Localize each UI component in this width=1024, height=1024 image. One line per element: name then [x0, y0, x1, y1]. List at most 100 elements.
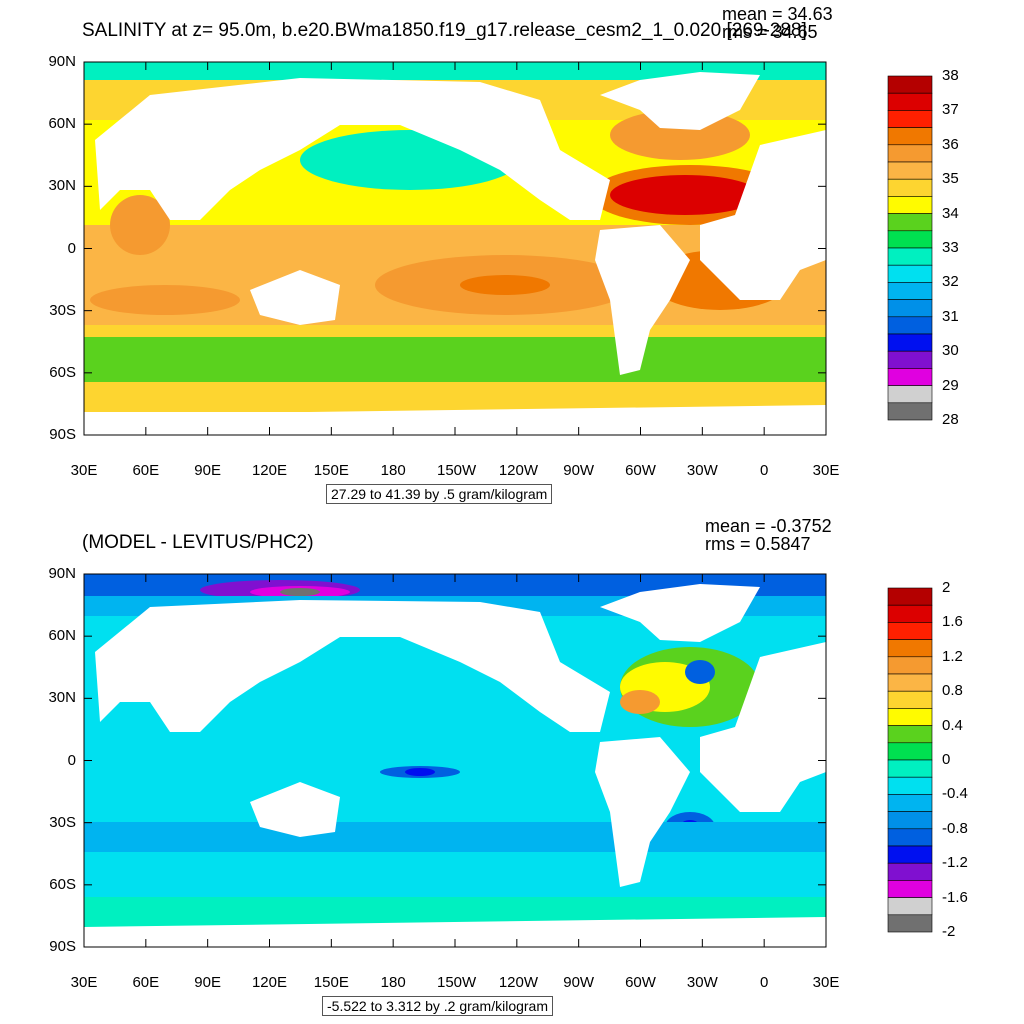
lon-label: 120E: [251, 974, 288, 991]
north-atlantic-salty: [610, 175, 760, 215]
lat-label: 90S: [49, 938, 76, 955]
colorbar-swatch: [887, 604, 933, 623]
lon-label: 90W: [563, 974, 595, 991]
salinity-field: [84, 62, 826, 435]
lat-label: 60N: [48, 627, 76, 645]
colorbar-swatch: [887, 725, 933, 744]
colorbar-swatch: [887, 299, 933, 318]
colorbar-label: -0.4: [942, 785, 968, 803]
colorbar-swatch: [887, 333, 933, 352]
lon-label: 0: [759, 974, 769, 991]
colorbar-swatch: [887, 708, 933, 726]
colorbar-swatch: [887, 794, 933, 812]
lon-label: 30E: [70, 462, 98, 479]
colorbar-label: -2: [942, 923, 956, 940]
difference-mean: mean = -0.3752: [705, 516, 832, 536]
arabian-sea: [110, 195, 170, 255]
colorbar-label: 0: [942, 751, 951, 768]
lon-label: 120W: [498, 462, 539, 479]
colorbar-label: 0.4: [942, 716, 963, 734]
lat-label: 60S: [49, 363, 76, 381]
colorbar-swatch: [887, 402, 933, 421]
lon-label: 150E: [313, 462, 349, 479]
colorbar-swatch: [887, 75, 933, 94]
salinity-map-svg: [83, 61, 933, 436]
lon-label: 120W: [498, 974, 539, 991]
colorbar-swatch: [887, 845, 933, 864]
colorbar-swatch: [887, 914, 933, 933]
colorbar-swatch: [887, 759, 933, 778]
colorbar-swatch: [887, 622, 933, 640]
lon-label: 60W: [625, 462, 656, 479]
lon-label: 30E: [812, 462, 840, 479]
lat-label: 60S: [49, 875, 76, 893]
lon-label: 180: [380, 974, 406, 991]
lat-label: 90S: [49, 426, 76, 443]
colorbar-swatch: [887, 178, 933, 197]
lon-label: 90E: [194, 462, 221, 479]
southern-ocean-band: [84, 337, 826, 382]
lat-label: 30N: [48, 689, 76, 707]
eurasia-north-america: [95, 78, 610, 220]
lat-label: 30S: [49, 813, 76, 831]
lat-label: 30N: [48, 177, 76, 195]
lon-label: 0: [759, 462, 769, 479]
salinity-range-box: 27.29 to 41.39 by .5 gram/kilogram: [326, 484, 553, 504]
lat-label: 0: [67, 751, 76, 769]
lon-label: 90W: [563, 462, 595, 479]
salinity-panel: SALINITY at z= 95.0m, b.e20.BWma1850.f19…: [48, 4, 959, 504]
lon-label: 30W: [686, 462, 718, 479]
lat-label: 60N: [48, 115, 76, 133]
difference-colorbar: [887, 587, 933, 933]
difference-title: (MODEL - LEVITUS/PHC2): [82, 532, 314, 553]
salinity-title: SALINITY at z= 95.0m, b.e20.BWma1850.f19…: [82, 20, 807, 41]
colorbar-swatch: [887, 92, 933, 111]
colorbar-label: 29: [942, 376, 959, 394]
australia: [250, 270, 340, 325]
lat-label: 90N: [48, 565, 76, 582]
lon-label: 60E: [132, 462, 160, 479]
colorbar-label: 31: [942, 307, 959, 325]
colorbar-swatch: [887, 897, 933, 916]
difference-panel: (MODEL - LEVITUS/PHC2) mean = -0.3752 rm…: [0, 512, 1024, 1024]
colorbar-swatch: [887, 673, 933, 692]
colorbar-swatch: [887, 742, 933, 761]
colorbar-swatch: [887, 862, 933, 881]
salinity-colorbar: [887, 75, 933, 421]
greenland: [600, 72, 760, 130]
lon-label: 30W: [686, 974, 718, 991]
difference-rms: rms = 0.5847: [705, 534, 811, 554]
colorbar-swatch: [887, 161, 933, 180]
salinity-rms: rms = 34.65: [722, 22, 818, 42]
colorbar-label: 32: [942, 273, 959, 291]
difference-range-box: -5.522 to 3.312 by .2 gram/kilogram: [322, 996, 554, 1016]
colorbar-label: 38: [942, 67, 959, 84]
south-america: [595, 225, 690, 375]
colorbar-swatch: [887, 880, 933, 898]
lon-label: 30E: [70, 974, 98, 991]
lat-label: 90N: [48, 53, 76, 70]
colorbar-label: 1.6: [942, 613, 963, 631]
colorbar-swatch: [887, 368, 933, 386]
africa: [700, 130, 826, 300]
colorbar-label: 1.2: [942, 647, 963, 665]
colorbar-swatch: [887, 282, 933, 300]
lon-label: 180: [380, 462, 406, 479]
colorbar-swatch: [887, 110, 933, 128]
colorbar-swatch: [887, 385, 933, 404]
colorbar-label: 0.8: [942, 682, 963, 700]
colorbar-swatch: [887, 811, 933, 830]
colorbar-label: 30: [942, 342, 959, 360]
colorbar-label: -1.6: [942, 888, 968, 906]
lon-label: 120E: [251, 462, 288, 479]
lon-label: 150W: [437, 462, 477, 479]
lat-label: 30S: [49, 301, 76, 319]
difference-field: [84, 574, 826, 947]
colorbar-swatch: [887, 639, 933, 658]
colorbar-swatch: [887, 776, 933, 795]
colorbar-swatch: [887, 127, 933, 146]
colorbar-swatch: [887, 247, 933, 266]
colorbar-label: 35: [942, 170, 959, 188]
colorbar-swatch: [887, 144, 933, 163]
lon-label: 150E: [313, 974, 349, 991]
